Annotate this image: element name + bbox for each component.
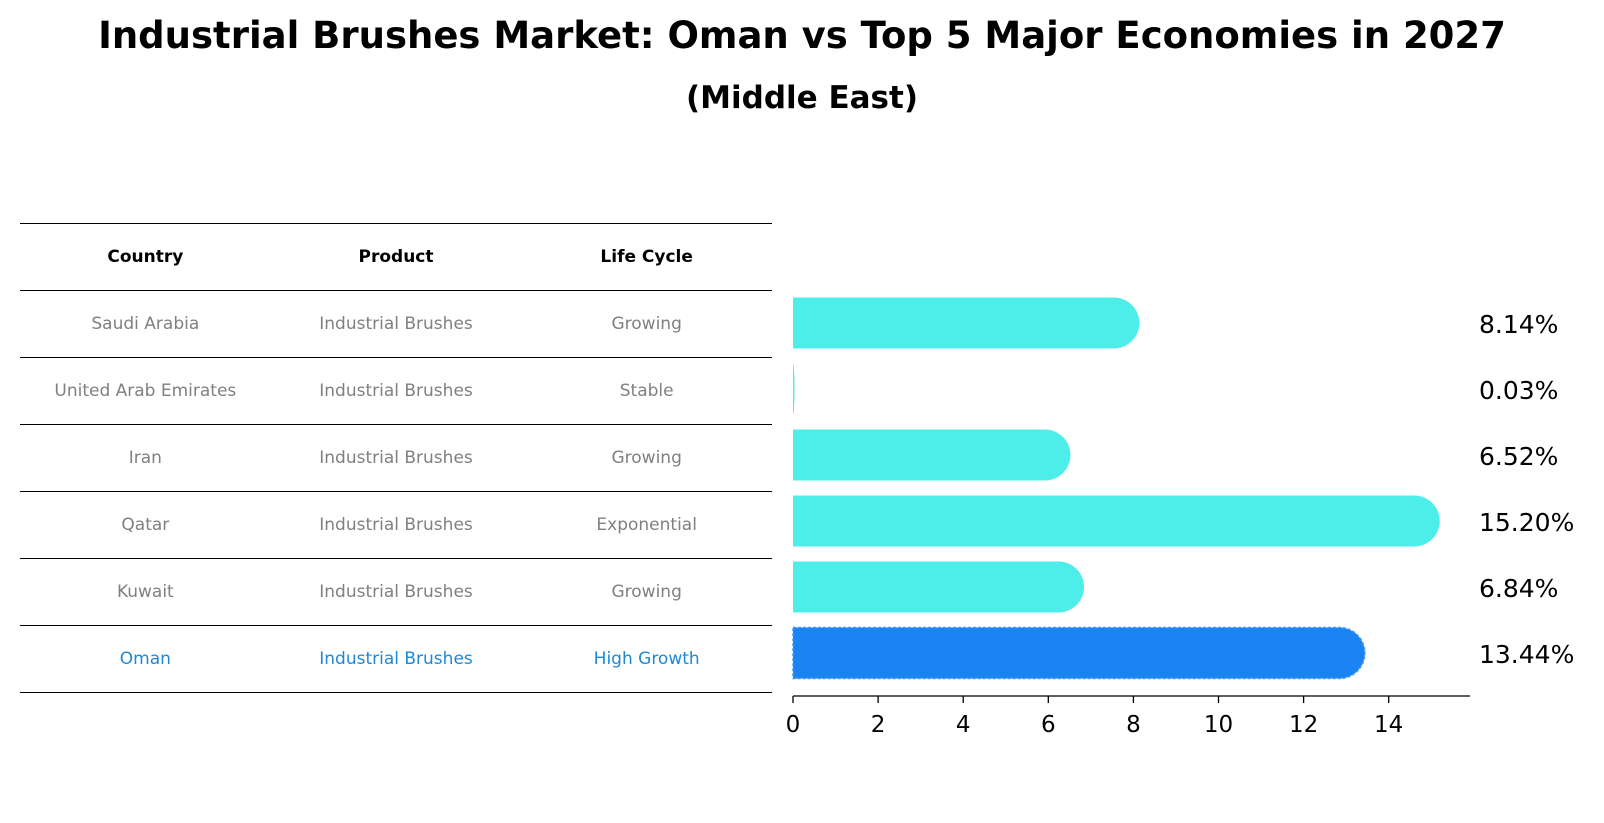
country-cell: Iran xyxy=(128,448,162,468)
table-row: United Arab Emirates Industrial Brushes … xyxy=(20,358,772,425)
column-header-life-cycle: Life Cycle xyxy=(600,247,693,267)
bar xyxy=(793,297,1140,349)
life-cycle-cell: Growing xyxy=(611,314,682,334)
country-cell: Oman xyxy=(119,649,171,669)
life-cycle-cell: High Growth xyxy=(593,649,700,669)
bar xyxy=(793,429,1071,481)
bar xyxy=(793,561,1085,613)
column-header-country: Country xyxy=(107,247,184,267)
column-header-product: Product xyxy=(358,247,434,267)
bar xyxy=(793,495,1440,547)
x-axis-tick-label: 12 xyxy=(1289,712,1318,738)
product-cell: Industrial Brushes xyxy=(319,649,473,669)
table-header-row: Country Product Life Cycle xyxy=(20,223,772,291)
bar-value-label: 15.20% xyxy=(1479,508,1574,537)
x-axis-tick-label: 6 xyxy=(1041,712,1056,738)
chart-title: Industrial Brushes Market: Oman vs Top 5… xyxy=(98,14,1506,57)
product-cell: Industrial Brushes xyxy=(319,448,473,468)
life-cycle-cell: Growing xyxy=(611,582,682,602)
country-cell: Kuwait xyxy=(116,582,174,602)
life-cycle-cell: Exponential xyxy=(596,515,697,535)
table-row: Qatar Industrial Brushes Exponential xyxy=(20,492,772,559)
product-cell: Industrial Brushes xyxy=(319,582,473,602)
product-cell: Industrial Brushes xyxy=(319,381,473,401)
x-axis-tick-label: 14 xyxy=(1374,712,1403,738)
x-axis-tick-label: 4 xyxy=(956,712,971,738)
product-cell: Industrial Brushes xyxy=(319,515,473,535)
bar xyxy=(793,363,795,415)
table-row: Saudi Arabia Industrial Brushes Growing xyxy=(20,291,772,358)
country-cell: Qatar xyxy=(121,515,170,535)
country-table: Country Product Life Cycle Saudi Arabia … xyxy=(20,223,772,693)
x-axis-tick-label: 2 xyxy=(871,712,886,738)
life-cycle-cell: Growing xyxy=(611,448,682,468)
x-axis-tick-label: 10 xyxy=(1204,712,1233,738)
bar-value-label: 13.44% xyxy=(1479,640,1574,669)
x-axis-tick-label: 8 xyxy=(1126,712,1141,738)
x-axis-tick-label: 0 xyxy=(786,712,801,738)
bar xyxy=(792,626,1366,680)
country-cell: Saudi Arabia xyxy=(91,314,200,334)
table-row: Iran Industrial Brushes Growing xyxy=(20,425,772,492)
country-cell: United Arab Emirates xyxy=(54,381,237,401)
bar-value-label: 6.52% xyxy=(1479,442,1558,471)
bar-value-label: 0.03% xyxy=(1479,376,1558,405)
table-row-highlighted: Oman Industrial Brushes High Growth xyxy=(20,626,772,693)
product-cell: Industrial Brushes xyxy=(319,314,473,334)
bar-value-label: 8.14% xyxy=(1479,310,1558,339)
table-row: Kuwait Industrial Brushes Growing xyxy=(20,559,772,626)
bar-value-label: 6.84% xyxy=(1479,574,1558,603)
life-cycle-cell: Stable xyxy=(619,381,674,401)
chart-subtitle: (Middle East) xyxy=(685,80,918,116)
